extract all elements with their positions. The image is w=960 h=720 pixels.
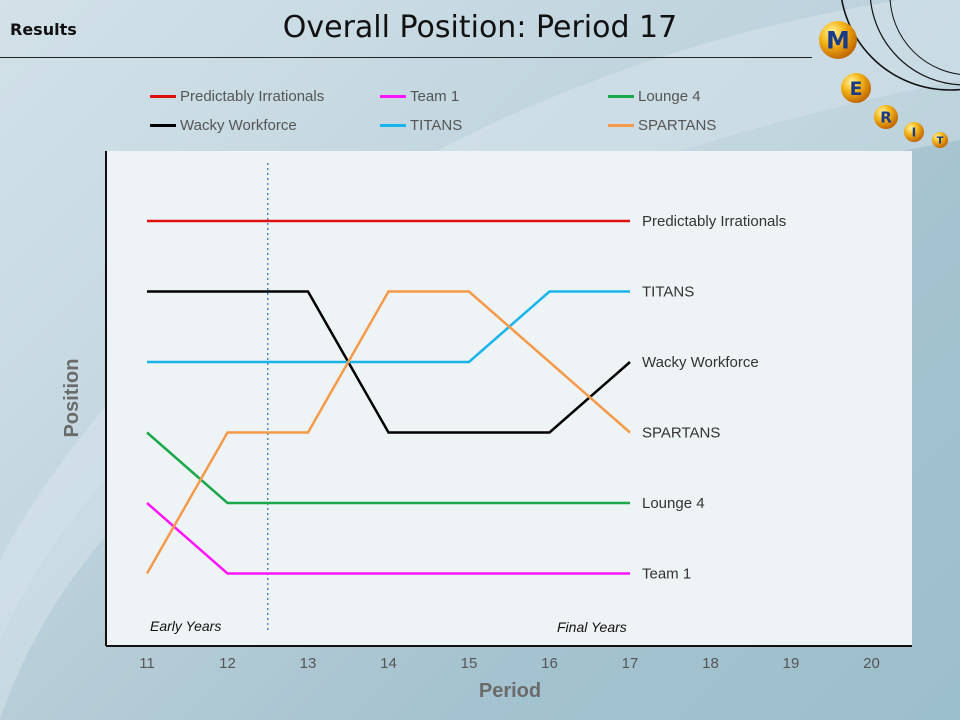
legend-swatch [608, 95, 634, 98]
logo-letter: R [880, 108, 892, 126]
legend-item: Team 1 [380, 88, 459, 105]
legend-item: TITANS [380, 117, 462, 134]
legend-swatch [150, 124, 176, 127]
x-tick-label: 12 [219, 655, 236, 672]
legend-swatch [150, 95, 176, 98]
x-axis-title: Period [479, 680, 541, 702]
series-line-team-1 [146, 502, 630, 575]
logo-ball [932, 132, 948, 148]
legend-item: Lounge 4 [608, 88, 701, 105]
logo-letter: E [850, 79, 863, 100]
legend-item: Predictably Irrationals [150, 88, 324, 105]
logo-letter: T [937, 136, 944, 147]
logo-ball [819, 21, 857, 59]
legend-label: Lounge 4 [638, 88, 701, 105]
legend-label: SPARTANS [638, 117, 717, 134]
legend-label: TITANS [410, 117, 463, 134]
series-line-wacky-workforce [147, 290, 631, 434]
x-tick-label: 17 [622, 655, 639, 672]
chart-legend: Predictably Irrationals Team 1 Lounge 4 Wac… [150, 88, 770, 138]
end-label: Wacky Workforce [642, 354, 759, 371]
x-tick-label: 11 [139, 655, 155, 672]
plot-area [106, 151, 912, 645]
legend-swatch [380, 124, 406, 127]
logo-ball [841, 73, 871, 103]
x-tick-label: 20 [863, 655, 880, 672]
header-divider [0, 57, 812, 58]
series-line-spartans [145, 290, 631, 575]
end-label: Team 1 [642, 566, 691, 583]
legend-swatch [380, 95, 406, 98]
series-line-lounge-4 [146, 431, 630, 505]
page-title: Overall Position: Period 17 [282, 10, 678, 45]
section-label: Results [10, 20, 77, 39]
legend-label: Wacky Workforce [180, 117, 297, 134]
logo-ball [874, 105, 898, 129]
x-tick-label: 14 [380, 655, 397, 672]
end-label: Predictably Irrationals [642, 213, 786, 230]
x-tick-label: 13 [300, 655, 317, 672]
x-tick-label: 19 [783, 655, 800, 672]
logo-ball [904, 122, 924, 142]
logo-letter: I [912, 125, 917, 140]
end-label: SPARTANS [642, 425, 720, 442]
x-tick-label: 16 [541, 655, 558, 672]
y-axis-title: Position [61, 359, 83, 438]
end-label: Lounge 4 [642, 495, 705, 512]
legend-label: Predictably Irrationals [180, 88, 325, 105]
end-label: TITANS [642, 284, 694, 301]
x-tick-label: 18 [702, 655, 719, 672]
series-line-titans [147, 290, 630, 364]
merit-logo: M ER I T [819, 0, 960, 148]
legend-label: Team 1 [410, 88, 460, 105]
final-years-label: Final Years [557, 619, 627, 635]
legend-swatch [608, 124, 634, 127]
legend-item: SPARTANS [608, 117, 716, 134]
legend-item: Wacky Workforce [150, 117, 297, 134]
x-tick-label: 15 [461, 655, 478, 672]
logo-letter: M [826, 27, 850, 55]
early-years-label: Early Years [150, 618, 221, 634]
